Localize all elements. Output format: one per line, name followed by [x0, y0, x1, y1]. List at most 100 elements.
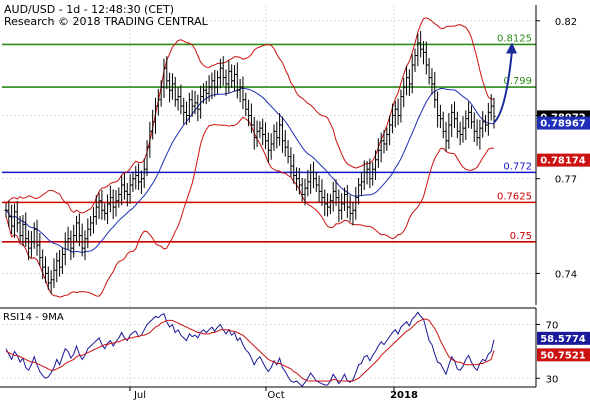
- ohlc-bar: [388, 115, 392, 146]
- chart-subtitle: Research © 2018 TRADING CENTRAL: [4, 15, 209, 28]
- ohlc-bar: [306, 169, 310, 197]
- ohlc-bar: [379, 132, 383, 163]
- ohlc-bar: [216, 70, 220, 95]
- ohlc-bar: [7, 200, 11, 228]
- level-label-resistance-1: 0.799: [503, 76, 532, 87]
- ohlc-bar: [433, 71, 437, 108]
- ohlc-bar: [111, 189, 115, 220]
- ohlc-bar: [94, 195, 98, 225]
- ohlc-bar: [331, 181, 335, 212]
- ohlc-bar: [472, 112, 476, 143]
- ohlc-bar: [41, 249, 45, 280]
- price-bars: [4, 30, 496, 294]
- ohlc-bar: [97, 192, 101, 220]
- ohlc-bar: [427, 58, 431, 85]
- ohlc-bar: [224, 69, 228, 96]
- ohlc-bar: [46, 266, 50, 290]
- ohlc-bar: [77, 213, 81, 247]
- ohlc-bar: [69, 230, 73, 261]
- ohlc-bar: [317, 175, 321, 203]
- ohlc-bar: [134, 166, 138, 190]
- ohlc-bar: [148, 121, 152, 158]
- ohlc-bar: [86, 218, 90, 249]
- ohlc-bar: [396, 98, 400, 125]
- ohlc-bar: [376, 138, 380, 168]
- ohlc-bar: [185, 101, 189, 125]
- ohlc-bar: [402, 77, 406, 108]
- ohlc-bar: [266, 132, 270, 163]
- ohlc-bar: [489, 94, 493, 121]
- ohlc-bar: [232, 65, 236, 92]
- ohlc-bar: [241, 76, 245, 110]
- ohlc-bar: [106, 194, 110, 225]
- ohlc-bar: [235, 62, 239, 99]
- ohlc-bar: [117, 187, 121, 208]
- ohlc-bar: [108, 185, 112, 213]
- ohlc-bar: [264, 122, 268, 149]
- ohlc-bar: [213, 70, 217, 97]
- ohlc-bar: [139, 170, 143, 194]
- ohlc-bar: [29, 231, 33, 258]
- ohlc-bar: [484, 114, 488, 132]
- price-y-tick-label-2: 0.77: [555, 175, 577, 186]
- ohlc-bar: [137, 163, 141, 191]
- ohlc-bar: [334, 179, 338, 206]
- ohlc-bar: [258, 121, 262, 139]
- ohlc-bar: [283, 130, 287, 157]
- ohlc-bar: [12, 203, 16, 239]
- ohlc-bar: [441, 111, 445, 139]
- ohlc-bar: [159, 80, 163, 107]
- rsi-current-text-0: 58.5774: [540, 334, 586, 345]
- ohlc-bar: [486, 102, 490, 136]
- ohlc-bar: [91, 207, 95, 234]
- ohlc-bar: [63, 232, 67, 266]
- ohlc-bar: [261, 118, 265, 146]
- ohlc-bar: [289, 147, 293, 177]
- ohlc-bar: [55, 252, 59, 283]
- ohlc-bar: [100, 190, 104, 220]
- ohlc-bar: [469, 105, 473, 129]
- ohlc-bar: [145, 140, 149, 177]
- ohlc-bar: [340, 193, 344, 220]
- ohlc-bar: [354, 186, 358, 220]
- rsi-panel: 70 30 58.5774 50.7521 RSI14 - 9MA: [2, 308, 590, 388]
- ohlc-bar: [458, 121, 462, 146]
- ohlc-bar: [365, 161, 369, 185]
- ohlc-bar: [238, 78, 242, 103]
- ohlc-bar: [176, 87, 180, 111]
- bollinger-bands: [5, 17, 495, 298]
- ohlc-bar: [393, 101, 397, 128]
- ohlc-bar: [374, 150, 378, 180]
- price-y-tick-label-3: 0.74: [555, 269, 577, 280]
- ohlc-bar: [204, 80, 208, 105]
- ohlc-bar: [252, 116, 256, 150]
- ohlc-bar: [120, 175, 124, 206]
- ohlc-bar: [464, 110, 468, 141]
- projection-arrow: [493, 42, 517, 124]
- ohlc-bar: [297, 167, 301, 195]
- bollinger-upper-line: [5, 17, 495, 214]
- ohlc-bar: [122, 173, 126, 200]
- ohlc-bar: [362, 160, 366, 191]
- rsi-current-box-0: [537, 331, 590, 345]
- ohlc-bar: [170, 73, 174, 100]
- ohlc-bar: [410, 54, 414, 94]
- current-label-box-1: [537, 116, 590, 130]
- ohlc-bar: [461, 116, 465, 143]
- ohlc-bar: [207, 75, 211, 102]
- ohlc-bar: [450, 104, 454, 137]
- ohlc-bar: [27, 230, 31, 261]
- moving-average: [5, 87, 494, 253]
- ohlc-bar: [430, 68, 434, 95]
- rsi-y-ticks: 70 30: [536, 320, 558, 385]
- current-label-text-1: 0.78967: [540, 119, 586, 130]
- ohlc-bar: [455, 111, 459, 139]
- price-grid: [2, 5, 536, 387]
- ohlc-bar: [210, 72, 214, 100]
- ohlc-bar: [247, 99, 251, 127]
- ohlc-bar: [75, 215, 79, 243]
- ohlc-bar: [221, 56, 225, 86]
